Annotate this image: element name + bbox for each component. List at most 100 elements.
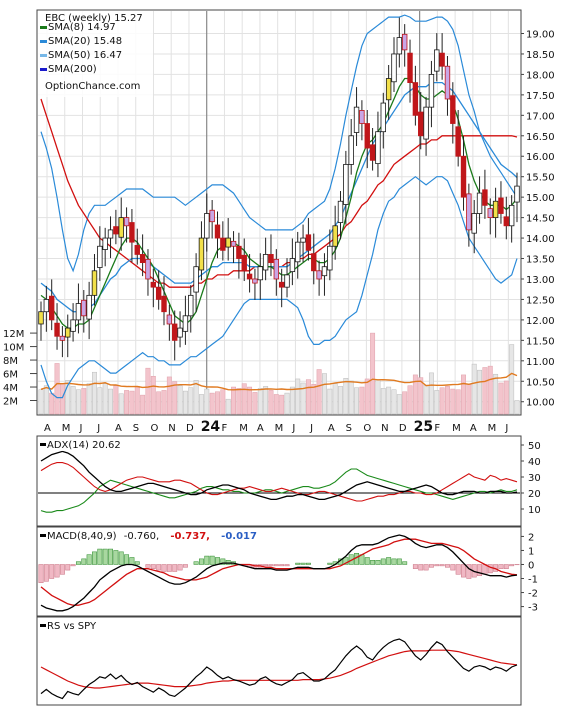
- adx-swatch: [40, 443, 46, 446]
- macd-histogram-bar: [487, 564, 493, 574]
- bollinger-upper-line: [40, 14, 518, 273]
- x-tick-label: 25: [414, 419, 433, 435]
- volume-bar: [166, 376, 172, 415]
- macd-histogram-bar: [461, 564, 466, 578]
- bollinger-lower-line: [40, 175, 518, 399]
- macd-histogram-bar: [391, 558, 397, 565]
- rs-line: [40, 638, 518, 700]
- candle-body: [418, 111, 424, 137]
- macd-histogram-bar: [172, 564, 178, 572]
- candle-body: [86, 294, 92, 320]
- candle-body: [54, 322, 60, 337]
- adx-title: ADX(14) 20.62: [47, 440, 121, 451]
- macd-tick-label: 2: [528, 532, 534, 543]
- macd-tick-label: -2: [528, 589, 538, 600]
- macd-histogram-bar: [455, 564, 461, 575]
- x-tick-label: D: [399, 423, 407, 434]
- macd-histogram-bar: [102, 548, 108, 565]
- macd-histogram-bar: [220, 558, 226, 565]
- volume-bar: [514, 400, 520, 415]
- volume-bar: [65, 380, 71, 415]
- candle-body: [246, 273, 253, 280]
- candle-body: [423, 106, 429, 140]
- candle-body: [444, 65, 451, 100]
- macd-lines: 2 1 0 -1 -2 -3: [38, 532, 538, 614]
- candle-body: [455, 126, 461, 157]
- candle-body: [353, 106, 360, 133]
- volume-bar: [391, 389, 397, 415]
- volume-bar: [428, 372, 434, 415]
- candle-body: [134, 245, 140, 255]
- volume-bar: [81, 388, 87, 415]
- candle-body: [364, 123, 370, 149]
- macd-histogram-bar: [263, 564, 269, 567]
- price-tick-label: 13.50: [526, 255, 555, 266]
- candle-body: [439, 52, 445, 67]
- volume-bar: [386, 386, 392, 415]
- adx-tick-label: 20: [528, 489, 541, 500]
- candle-body: [487, 208, 493, 219]
- volume-bar: [92, 371, 97, 415]
- x-tick-label: M: [62, 423, 71, 434]
- candle-body: [434, 49, 440, 72]
- macd-histogram-bar: [65, 564, 71, 571]
- macd-histogram-bar: [380, 558, 386, 565]
- candle-body: [492, 200, 499, 219]
- adx-line: [40, 450, 518, 501]
- x-tick-label: M: [452, 423, 461, 434]
- volume-axis-ticks: 12M 10M 8M 6M 4M 2M: [3, 329, 37, 408]
- macd-histogram-bar: [327, 562, 333, 565]
- x-tick-label: F: [434, 423, 440, 434]
- adx-tick-label: 30: [528, 473, 541, 484]
- macd-histogram-bar: [86, 554, 92, 565]
- macd-histogram-bar: [166, 564, 172, 572]
- volume-bar: [108, 388, 113, 415]
- x-tick-label: A: [115, 423, 122, 434]
- macd-histogram-bar: [134, 561, 140, 565]
- macd-histogram-bar: [193, 561, 199, 565]
- volume-bar: [311, 384, 317, 415]
- macd-histogram-bar: [509, 564, 515, 567]
- volume-bar: [370, 332, 376, 415]
- candle-body: [102, 237, 108, 250]
- volume-bar: [59, 383, 65, 415]
- volume-bar: [129, 390, 135, 415]
- adx-plus-di-line: [40, 468, 518, 513]
- candle-body: [305, 234, 312, 251]
- rs-average-line: [40, 649, 518, 689]
- volume-bar: [455, 389, 461, 415]
- candle-body: [81, 299, 87, 317]
- macd-histogram-bar: [375, 560, 381, 565]
- candle-body: [145, 258, 151, 280]
- macd-histogram-bar: [113, 550, 119, 565]
- candle-body: [241, 254, 247, 272]
- volume-bar: [231, 386, 236, 415]
- volume-bar: [402, 391, 408, 415]
- rs-lines: [40, 638, 518, 700]
- adx-lines: 50 40 30 20 10: [38, 441, 541, 516]
- price-axis-ticks: 19.00 18.50 18.00 17.50 17.00 16.50 16.00 15.50…: [521, 30, 555, 409]
- macd-histogram-bar: [477, 564, 483, 576]
- volume-bar: [252, 392, 258, 415]
- candle-body: [97, 245, 103, 268]
- volume-bar: [172, 381, 178, 415]
- legend-box: [38, 11, 153, 97]
- volume-bar: [359, 386, 365, 415]
- macd-histogram-bar: [466, 564, 472, 579]
- legend-swatch-sma8: [40, 26, 47, 29]
- candle-body: [498, 197, 504, 214]
- candle-body: [225, 237, 231, 248]
- candle-body: [460, 155, 467, 198]
- candle-body: [428, 74, 435, 108]
- price-tick-label: 16.50: [526, 132, 555, 143]
- volume-bar: [300, 382, 306, 415]
- candle-body: [65, 327, 71, 338]
- candle-body: [172, 323, 178, 341]
- volume-bar: [439, 387, 445, 415]
- candle-body: [161, 295, 167, 313]
- volume-bar: [338, 386, 343, 415]
- price-tick-label: 10.50: [526, 377, 555, 388]
- volume-bar: [487, 365, 493, 415]
- candle-body: [332, 225, 338, 247]
- candle-body: [375, 131, 381, 165]
